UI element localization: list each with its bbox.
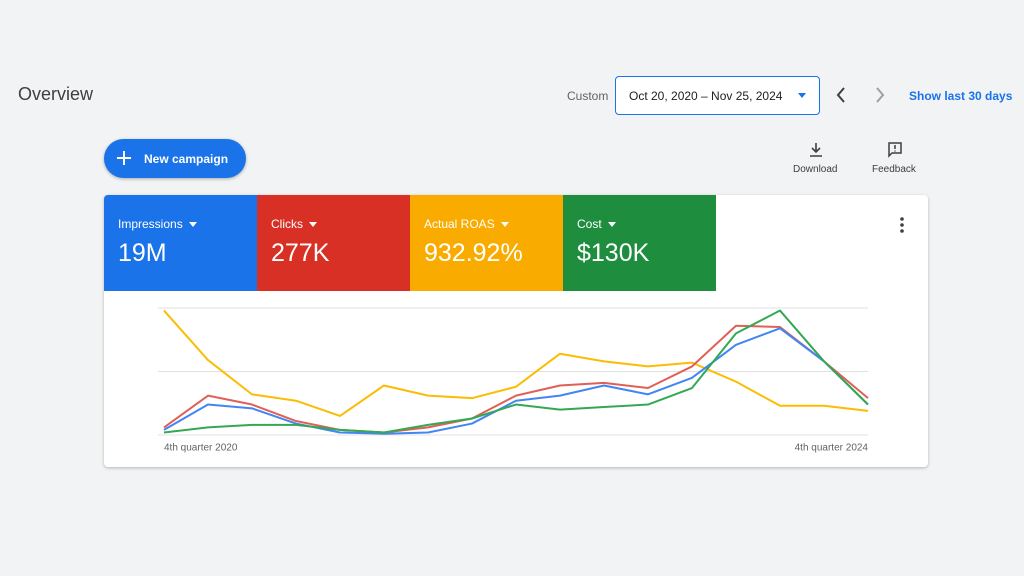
metric-label: Cost (577, 217, 616, 231)
dropdown-arrow (500, 222, 509, 228)
metric-tile[interactable]: Clicks 277K (257, 195, 410, 291)
metric-tile[interactable]: Actual ROAS 932.92% (410, 195, 563, 291)
metric-label: Actual ROAS (424, 217, 509, 231)
metric-label-text: Cost (577, 217, 602, 231)
series-line (163, 309, 869, 434)
feedback-icon (888, 142, 902, 158)
metric-tile[interactable]: Cost $130K (563, 195, 716, 291)
metric-value: 277K (271, 239, 330, 267)
range-label: Custom (567, 89, 609, 103)
download-icon (810, 143, 822, 157)
new-campaign-label: New campaign (144, 152, 229, 166)
date-range: Oct 20, 2020 – Nov 25, 2024 (629, 89, 783, 103)
prev-button[interactable] (836, 87, 845, 103)
dropdown-arrow (188, 222, 197, 228)
metric-label-text: Impressions (118, 217, 183, 231)
series-line (163, 309, 869, 417)
series-line (163, 327, 869, 435)
dropdown-arrow (607, 222, 616, 228)
metric-label: Clicks (271, 217, 317, 231)
metric-value: $130K (577, 239, 650, 267)
nav-arrows (836, 87, 885, 103)
feedback-button[interactable]: Feedback (866, 140, 926, 180)
metric-tile[interactable]: Impressions 19M (104, 195, 257, 291)
new-campaign-button[interactable]: New campaign (104, 139, 246, 178)
metric-value: 932.92% (424, 239, 523, 267)
dropdown-arrow (309, 222, 317, 228)
page-title: Overview (18, 84, 94, 104)
metric-value: 19M (118, 239, 167, 267)
next-button[interactable] (876, 87, 885, 103)
date-picker[interactable]: Oct 20, 2020 – Nov 25, 2024 (615, 76, 820, 115)
overview-card: Impressions 19M Clicks 277K Actual ROAS 932.9… (104, 195, 928, 467)
metric-label: Impressions (118, 217, 197, 231)
metric-label-text: Clicks (271, 217, 303, 231)
series-line (163, 324, 869, 434)
show-last-link[interactable]: Show last 30 days (909, 89, 1013, 103)
metric-label-text: Actual ROAS (424, 217, 495, 231)
dropdown-arrow (798, 93, 806, 98)
x-tick-label: 4th quarter 2020 (164, 443, 238, 454)
plus-icon (117, 151, 131, 165)
download-label: Download (793, 164, 838, 175)
more-menu[interactable] (892, 215, 912, 235)
download-button[interactable]: Download (786, 140, 846, 180)
line-chart: 4th quarter 2020 4th quarter 2024 (158, 307, 869, 454)
feedback-label: Feedback (872, 164, 916, 175)
x-tick-label: 4th quarter 2024 (795, 443, 869, 454)
